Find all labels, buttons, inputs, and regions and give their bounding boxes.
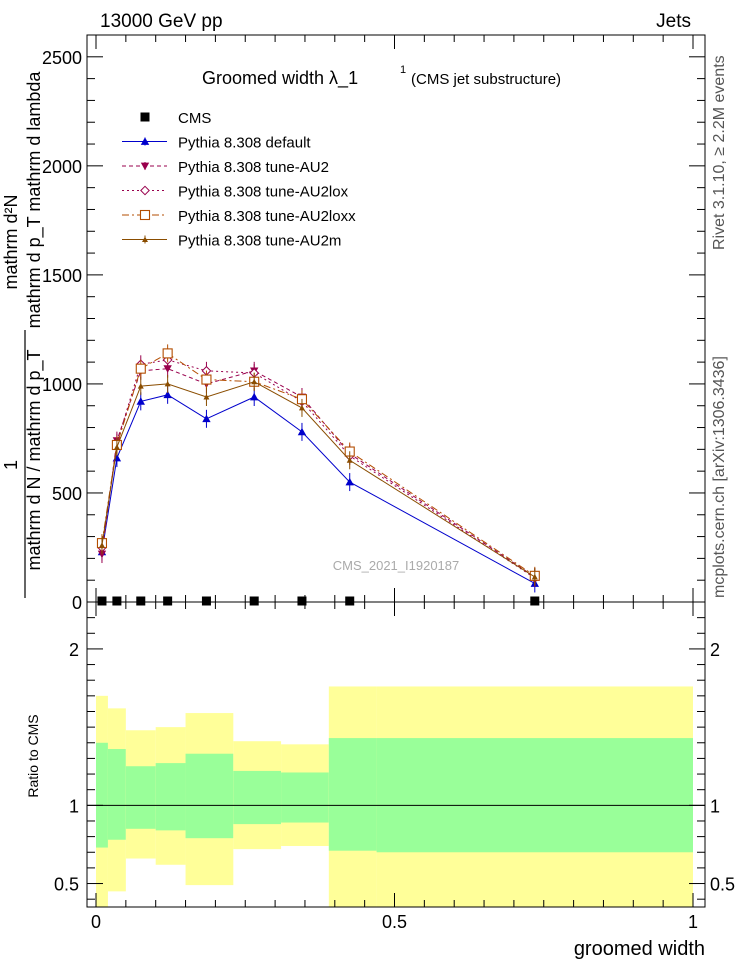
series-line-4 xyxy=(101,352,536,577)
title-superscript: 1 xyxy=(400,64,406,76)
legend-marker-2 xyxy=(140,162,150,171)
series-5-point-5 xyxy=(251,378,258,385)
cms-point-2 xyxy=(136,596,146,606)
ratio-band-green-1 xyxy=(107,749,126,840)
ratio-y-label: Ratio to CMS xyxy=(25,714,41,797)
series-5-point-3 xyxy=(164,380,171,387)
ratio-ytick-label-left-0: 0.5 xyxy=(54,875,79,895)
series-2-point-3 xyxy=(163,365,172,373)
main-y-axis-label: mathrm d²N mathrm d p_T mathrm d lambda … xyxy=(1,71,45,598)
legend-label-0: CMS xyxy=(178,110,211,127)
series-5-point-6 xyxy=(298,404,305,411)
analysis-watermark: CMS_2021_I1920187 xyxy=(333,558,460,573)
title-note: (CMS jet substructure) xyxy=(411,71,561,88)
legend-label-4: Pythia 8.308 tune-AU2loxx xyxy=(178,208,356,225)
cms-point-0 xyxy=(97,596,107,606)
ratio-band-green-4 xyxy=(185,753,234,839)
ylabel-denominator: mathrm d N / mathrm d p_T xyxy=(24,349,45,570)
cms-point-8 xyxy=(530,596,540,606)
main-ytick-label-1: 500 xyxy=(52,484,82,504)
series-line-1 xyxy=(101,394,536,584)
title-main: Groomed width λ_1 xyxy=(202,68,358,89)
ratio-xtick-label-1: 0.5 xyxy=(382,912,407,932)
cms-point-6 xyxy=(297,596,307,606)
series-line-2 xyxy=(101,368,536,578)
axes: 0 500 1000 1500 2000 2500 0 0.5 1 0.5 0.5 1 1 2 2 xyxy=(42,34,735,932)
ratio-ytick-label-left-1: 1 xyxy=(69,796,79,816)
main-ytick-label-0: 0 xyxy=(72,593,82,613)
series-5-point-0 xyxy=(98,542,105,548)
ratio-band-green-3 xyxy=(155,763,186,831)
legend-label-1: Pythia 8.308 default xyxy=(178,135,311,152)
main-ytick-label-2: 1000 xyxy=(42,375,82,395)
series-1-point-4 xyxy=(202,414,211,423)
ratio-band-green-2 xyxy=(125,766,156,829)
ratio-ytick-label-left-2: 2 xyxy=(69,640,79,660)
series-4-point-4 xyxy=(201,374,212,385)
cms-point-1 xyxy=(112,596,122,606)
cms-point-3 xyxy=(163,596,173,606)
cms-point-7 xyxy=(345,596,355,606)
ylabel-numerator-bottom: mathrm d p_T mathrm d lambda xyxy=(24,71,45,329)
cms-point-5 xyxy=(249,596,259,606)
series-1-point-2 xyxy=(136,397,145,405)
legend-marker-3 xyxy=(140,185,150,196)
ratio-xtick-label-2: 1 xyxy=(688,912,698,932)
series-4-point-2 xyxy=(135,363,146,374)
ratio-band-green-5 xyxy=(233,770,282,825)
x-axis-label: groomed width xyxy=(574,938,705,960)
mcplots-label: mcplots.cern.ch [arXiv:1306.3436] xyxy=(711,356,728,598)
ratio-band-green-7 xyxy=(328,738,377,851)
ratio-band-green-6 xyxy=(281,772,329,823)
chart-title: Groomed width λ_1 1 (CMS jet substructur… xyxy=(202,64,561,89)
main-ytick-label-4: 2000 xyxy=(42,157,82,177)
series-1-point-6 xyxy=(297,427,307,436)
ratio-bands xyxy=(87,686,705,907)
ratio-frame xyxy=(86,601,706,908)
header-left: 13000 GeV pp xyxy=(100,11,223,32)
ratio-ytick-label-right-0: 0.5 xyxy=(710,875,735,895)
header-right: Jets xyxy=(656,11,691,32)
legend-label-5: Pythia 8.308 tune-AU2m xyxy=(178,233,341,250)
legend-marker-1 xyxy=(140,137,150,145)
ratio-xtick-label-0: 0 xyxy=(91,912,101,932)
series-5-point-8 xyxy=(531,573,538,580)
series-1-point-5 xyxy=(250,392,259,401)
series-4-point-3 xyxy=(162,348,173,359)
legend: CMS Pythia 8.308 default Pythia 8.308 tune… xyxy=(122,110,356,250)
ylabel-numerator-top: mathrm d²N xyxy=(1,194,21,289)
series-1-point-3 xyxy=(163,390,172,399)
legend-marker-5 xyxy=(142,236,148,242)
series-5-point-1 xyxy=(113,444,120,450)
legend-marker-0 xyxy=(140,112,150,122)
main-ytick-label-3: 1500 xyxy=(42,266,82,286)
cms-point-4 xyxy=(201,596,211,606)
legend-label-2: Pythia 8.308 tune-AU2 xyxy=(178,159,329,176)
series-5-point-4 xyxy=(203,394,210,400)
main-ytick-label-5: 2500 xyxy=(42,48,82,68)
ratio-ytick-label-right-2: 2 xyxy=(710,640,720,660)
legend-label-3: Pythia 8.308 tune-AU2lox xyxy=(178,184,349,201)
series-5-point-7 xyxy=(346,457,353,463)
series-5-point-2 xyxy=(137,383,144,389)
ratio-band-green-0 xyxy=(96,742,108,848)
ratio-band-green-8 xyxy=(376,738,693,853)
series-1-point-7 xyxy=(345,477,354,486)
legend-marker-4 xyxy=(139,209,151,221)
ylabel-one: 1 xyxy=(1,460,21,470)
ratio-ytick-label-right-1: 1 xyxy=(710,796,720,816)
rivet-label: Rivet 3.1.10, ≥ 2.2M events xyxy=(711,55,728,250)
main-series xyxy=(96,344,540,606)
